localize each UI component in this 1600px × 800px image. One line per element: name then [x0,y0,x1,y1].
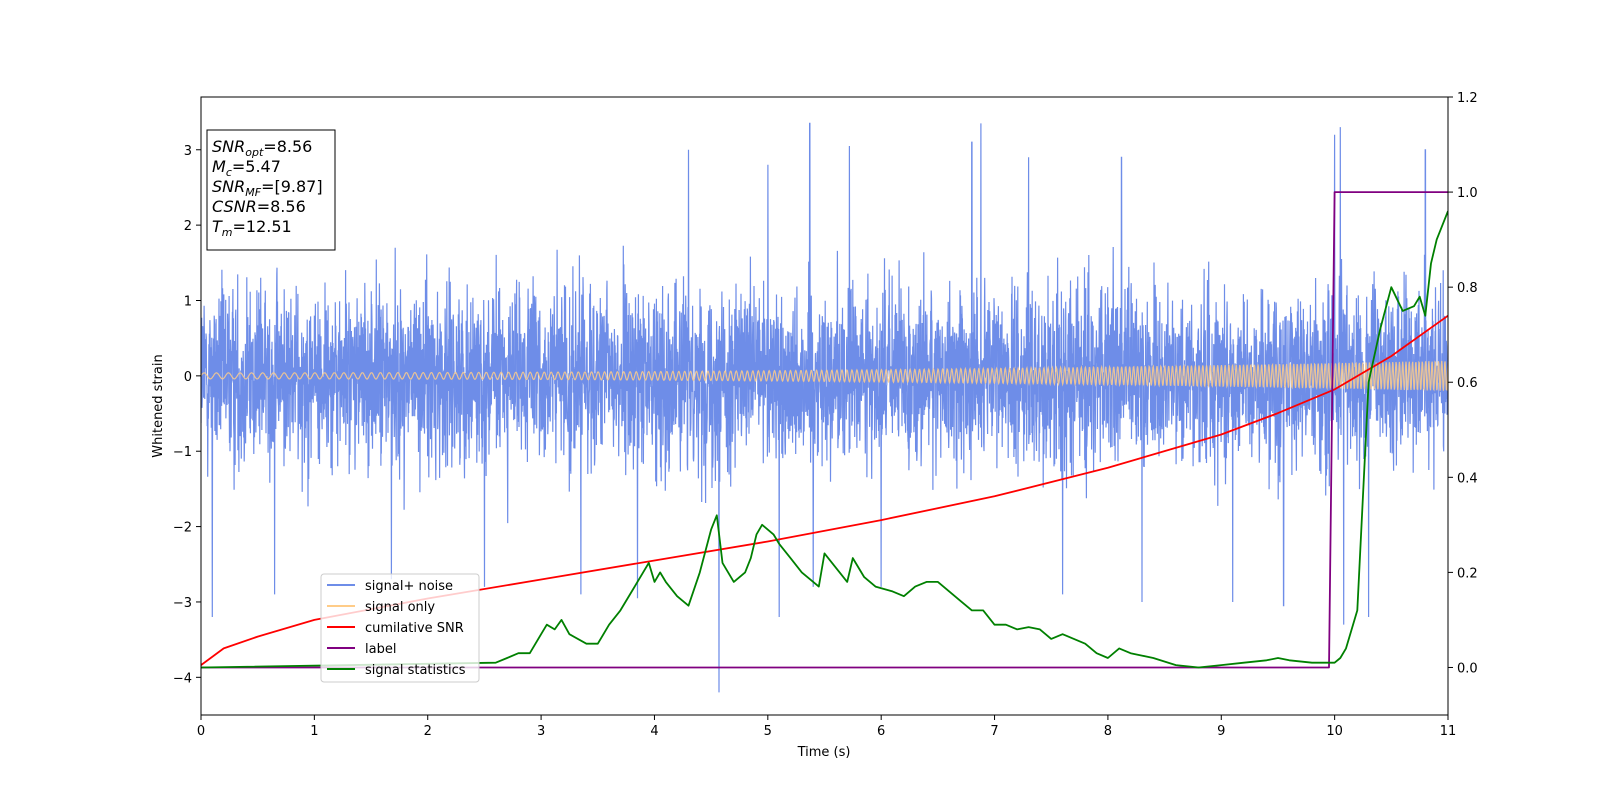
y2-tick-label: 0.2 [1457,566,1478,581]
annotation-symbol: M [212,157,226,176]
annotation-line: CSNR=8.56 [212,197,306,216]
x-tick-label: 9 [1217,724,1225,739]
legend-label: signal statistics [365,663,466,678]
series-signal-noise-line [201,122,1448,693]
series-signal-only-line [201,360,1448,392]
series-cumulative-snr-line [201,314,1448,666]
x-tick-label: 1 [310,724,318,739]
annotation-line: Mc=5.47 [212,157,281,179]
y-tick-label: 0 [184,370,192,385]
y-tick-label: 2 [184,219,192,234]
legend-frame [320,573,480,683]
annotation-value: =5.47 [232,157,281,176]
y-axis-left: 3 2 1 0 −1 −2 −3 −4 [173,144,201,686]
legend: signal+ noise signal only cumilative SNR la… [320,573,480,683]
legend-label: cumilative SNR [365,621,464,636]
y-tick-label: −3 [173,596,192,611]
y2-tick-label: 0.4 [1457,471,1478,486]
annotation-value: =8.56 [263,137,312,156]
x-tick-label: 10 [1326,724,1343,739]
x-tick-label: 8 [1104,724,1112,739]
y2-tick-label: 0.6 [1457,376,1478,391]
y-tick-label: 3 [184,144,192,159]
y2-tick-label: 0.8 [1457,281,1478,296]
series-label-line [201,191,1448,669]
annotation-line: SNRopt=8.56 [212,137,312,159]
y-tick-label: −1 [173,445,192,460]
annotation-line: Tm=12.51 [212,217,292,239]
annotation-box-frame [206,129,336,251]
plot-area [201,122,1448,693]
x-tick-label: 6 [877,724,885,739]
x-axis-title: Time (s) [797,745,851,760]
annotation-subscript: m [222,226,233,239]
axes-frame [200,96,1449,716]
y-axis-right: 0.0 0.2 0.4 0.6 0.8 1.0 1.2 [1448,91,1478,676]
y-tick-label: −2 [173,521,192,536]
y-tick-label: 1 [184,294,192,309]
x-tick-label: 7 [990,724,998,739]
x-tick-label: 3 [537,724,545,739]
legend-label: signal only [365,600,435,615]
x-axis: 0 1 2 3 4 5 6 7 8 9 10 11 [197,715,1456,739]
annotation-symbol: CSNR [212,197,257,216]
y2-tick-label: 1.2 [1457,91,1478,106]
x-tick-label: 11 [1440,724,1457,739]
legend-label: signal+ noise [365,579,453,594]
annotation-value: =[9.87] [261,177,323,196]
annotation-value: =8.56 [257,197,306,216]
x-tick-label: 5 [764,724,772,739]
series-signal-statistics-line [201,210,1448,669]
x-tick-label: 0 [197,724,205,739]
y-tick-label: −4 [173,671,192,686]
annotation-symbol: T [212,217,223,236]
annotation-symbol: SNR [212,177,245,196]
x-tick-label: 4 [650,724,658,739]
y2-tick-label: 1.0 [1457,186,1478,201]
annotation-symbol: SNR [212,137,245,156]
annotation-box: SNRopt=8.56Mc=5.47SNRMF=[9.87]CSNR=8.56T… [206,129,336,251]
y-axis-title: Whitened strain [151,354,166,457]
annotation-subscript: opt [245,146,264,159]
annotation-line: SNRMF=[9.87] [212,177,323,199]
x-tick-label: 2 [424,724,432,739]
y2-tick-label: 0.0 [1457,661,1478,676]
annotation-value: =12.51 [233,217,292,236]
annotation-subscript: c [226,166,232,179]
legend-label: label [365,642,396,657]
annotation-subscript: MF [245,186,261,199]
